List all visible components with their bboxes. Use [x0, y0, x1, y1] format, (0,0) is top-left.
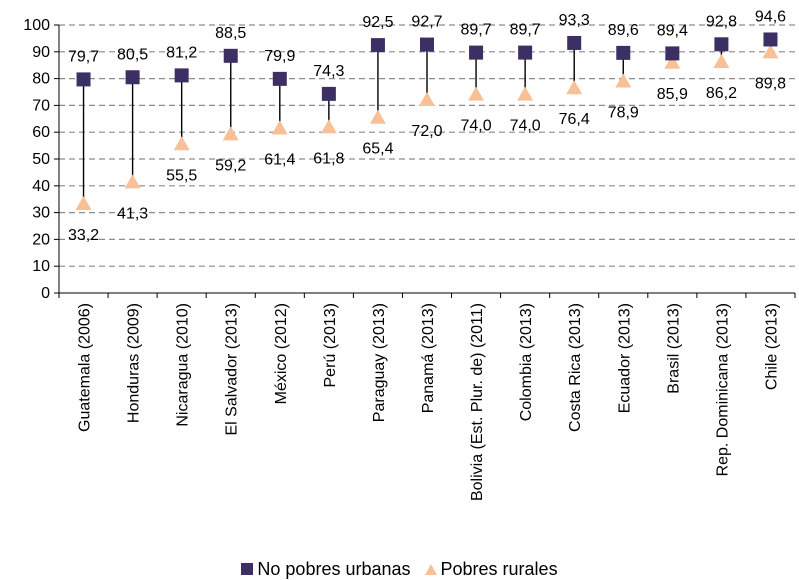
y-tick-label: 10 — [32, 258, 50, 275]
data-point-urban — [763, 32, 778, 47]
data-point-urban — [76, 72, 91, 87]
data-label-rural: 61,8 — [313, 150, 344, 167]
data-point-rural — [762, 44, 779, 59]
legend-label-urban: No pobres urbanas — [257, 558, 411, 579]
data-label-urban: 88,5 — [215, 25, 246, 42]
data-point-urban — [420, 37, 434, 52]
x-tick-label: Brasil (2013) — [665, 303, 682, 394]
data-point-urban — [665, 46, 680, 61]
data-point-rural — [222, 126, 239, 141]
y-tick-label: 80 — [32, 71, 50, 88]
legend: No pobres urbanas Pobres rurales — [0, 558, 799, 580]
x-tick-label: Perú (2013) — [322, 303, 339, 388]
data-point-rural — [468, 86, 485, 101]
data-label-urban: 93,3 — [559, 12, 590, 29]
data-point-urban — [272, 71, 287, 86]
data-label-rural: 59,2 — [215, 157, 246, 174]
y-tick-label: 30 — [32, 205, 50, 222]
data-label-rural: 41,3 — [117, 205, 148, 222]
y-tick-label: 20 — [32, 231, 50, 248]
data-label-rural: 78,9 — [608, 105, 639, 122]
y-tick-label: 40 — [32, 178, 50, 195]
y-tick-label: 60 — [32, 124, 50, 141]
data-label-urban: 94,6 — [755, 8, 786, 25]
y-tick-label: 70 — [32, 97, 50, 114]
x-tick-label: México (2012) — [273, 303, 290, 404]
triangle-marker-icon — [424, 563, 437, 575]
y-tick-label: 50 — [32, 151, 50, 168]
data-label-urban: 89,7 — [510, 22, 541, 39]
data-point-urban — [321, 86, 336, 101]
data-point-urban — [567, 35, 582, 50]
legend-item-rural: Pobres rurales — [424, 558, 558, 580]
data-label-urban: 80,5 — [117, 46, 148, 63]
x-tick-label: Nicaragua (2010) — [175, 303, 192, 427]
square-marker-icon — [241, 563, 254, 575]
x-tick-label: Rep. Dominicana (2013) — [714, 303, 731, 476]
data-label-urban: 79,7 — [68, 48, 99, 65]
x-tick-label: Colombia (2013) — [518, 303, 535, 421]
x-tick-label: Bolivia (Est. Plur. de) (2011) — [469, 303, 486, 501]
data-label-rural: 86,2 — [706, 85, 737, 102]
data-label-rural: 65,4 — [362, 141, 393, 158]
data-point-rural — [124, 174, 141, 189]
data-label-rural: 72,0 — [411, 123, 442, 140]
data-point-rural — [75, 196, 92, 211]
y-tick-label: 90 — [32, 44, 50, 61]
data-point-rural — [664, 54, 681, 69]
data-label-urban: 79,9 — [264, 48, 295, 65]
data-point-rural — [320, 119, 337, 134]
data-point-urban — [518, 45, 533, 60]
data-point-rural — [173, 136, 190, 151]
data-label-urban: 89,6 — [608, 22, 639, 39]
data-label-rural: 61,4 — [264, 151, 295, 168]
data-label-rural: 89,8 — [755, 75, 786, 92]
data-point-urban — [125, 70, 140, 85]
data-label-urban: 81,2 — [166, 44, 197, 61]
legend-label-rural: Pobres rurales — [440, 558, 558, 579]
data-point-rural — [369, 109, 386, 124]
data-label-rural: 74,0 — [460, 118, 491, 135]
x-tick-label: Panamá (2013) — [420, 303, 437, 413]
data-label-rural: 33,2 — [68, 227, 99, 244]
x-tick-label: Paraguay (2013) — [371, 303, 388, 422]
data-point-urban — [714, 37, 729, 52]
data-point-rural — [517, 86, 534, 101]
data-label-urban: 92,7 — [411, 14, 442, 31]
x-tick-label: El Salvador (2013) — [224, 303, 241, 436]
data-point-urban — [469, 45, 484, 60]
data-label-urban: 89,4 — [657, 22, 688, 39]
data-point-rural — [713, 53, 730, 68]
y-tick-label: 0 — [41, 285, 50, 302]
data-point-rural — [566, 80, 583, 95]
data-point-rural — [615, 73, 632, 88]
data-label-urban: 92,8 — [706, 13, 737, 30]
x-tick-label: Ecuador (2013) — [616, 303, 633, 413]
x-tick-label: Costa Rica (2013) — [567, 303, 584, 432]
data-label-urban: 89,7 — [460, 22, 491, 39]
data-point-urban — [223, 48, 238, 63]
data-label-urban: 92,5 — [362, 14, 393, 31]
data-label-rural: 85,9 — [657, 86, 688, 103]
x-tick-label: Guatemala (2006) — [77, 303, 94, 432]
data-label-rural: 55,5 — [166, 167, 197, 184]
data-point-urban — [616, 45, 631, 60]
data-point-rural — [419, 92, 435, 107]
y-tick-label: 100 — [23, 17, 50, 34]
data-label-rural: 74,0 — [510, 118, 541, 135]
data-point-urban — [174, 68, 189, 83]
data-point-urban — [370, 38, 385, 53]
data-label-urban: 74,3 — [313, 63, 344, 80]
data-label-rural: 76,4 — [559, 111, 590, 128]
data-point-rural — [271, 120, 288, 135]
x-tick-label: Honduras (2009) — [126, 303, 143, 423]
legend-item-urban: No pobres urbanas — [241, 558, 411, 580]
x-tick-label: Chile (2013) — [763, 303, 780, 390]
